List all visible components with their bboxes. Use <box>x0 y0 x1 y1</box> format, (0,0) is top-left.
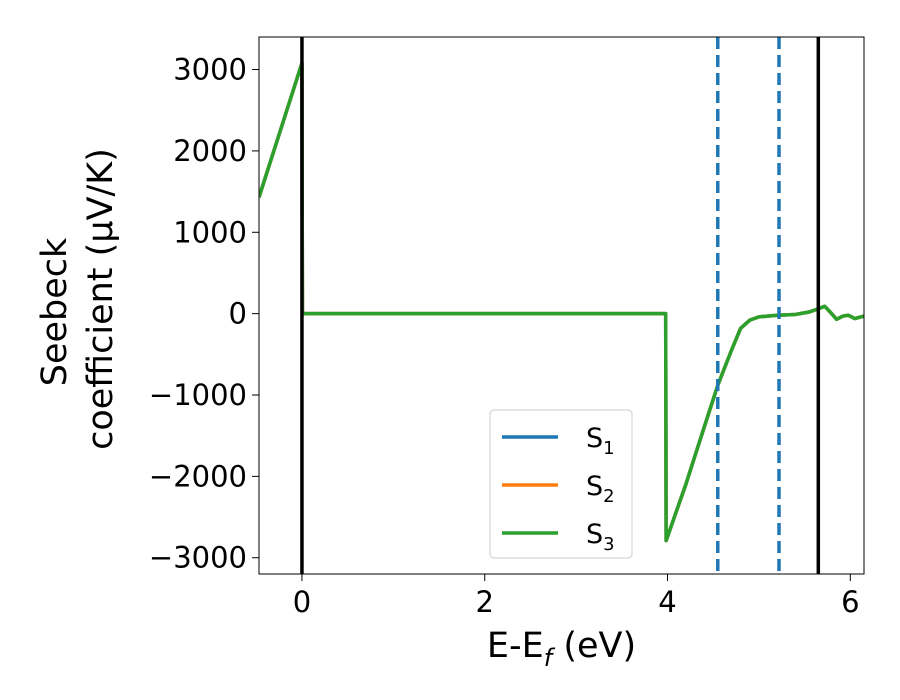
y-tick-label: −1000 <box>149 378 247 412</box>
y-tick-label: 1000 <box>173 215 247 249</box>
y-tick-label: 3000 <box>173 53 247 87</box>
legend-box <box>489 409 633 559</box>
x-tick-label: 2 <box>476 585 494 619</box>
x-axis-label: E-Ef (eV) <box>487 626 636 672</box>
legend-label-s2: S2 <box>586 471 615 507</box>
x-tick-label: 6 <box>841 585 859 619</box>
plot-area <box>259 37 864 574</box>
axes: 0 2 4 6 −3000 −2000 −1000 0 1000 2000 3000 E-Ef (eV… <box>35 36 865 672</box>
plot-frame <box>258 36 865 575</box>
plot-inner <box>259 37 864 574</box>
legend: S1 S2 S3 <box>489 409 633 559</box>
x-tick-label: 0 <box>293 585 311 619</box>
y-tick-label: 0 <box>229 297 247 331</box>
x-tick-label: 4 <box>658 585 676 619</box>
legend-label-s1: S1 <box>586 423 615 459</box>
y-axis-label-line2: coefficient (μV/K) <box>81 148 121 450</box>
y-tick-label: −2000 <box>149 459 247 493</box>
series-line-s3 <box>259 61 864 543</box>
legend-label-s3: S3 <box>586 519 615 555</box>
y-axis-label-line1: Seebeck <box>35 237 75 386</box>
y-tick-label: −3000 <box>149 541 247 575</box>
y-tick-label: 2000 <box>173 134 247 168</box>
